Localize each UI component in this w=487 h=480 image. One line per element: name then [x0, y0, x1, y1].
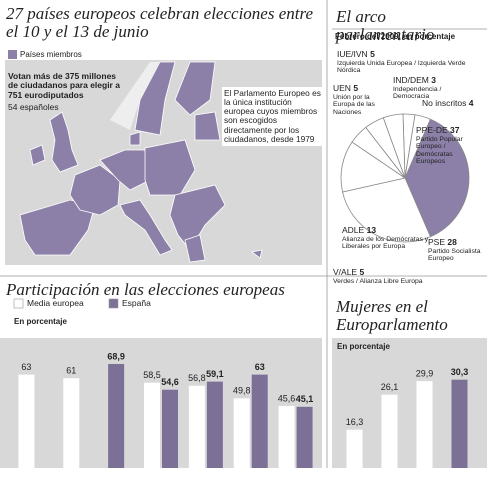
value-label: 29,9 — [416, 368, 434, 378]
pie-slice — [382, 113, 406, 179]
bar — [144, 382, 160, 480]
value-label: 61 — [66, 366, 76, 376]
value-label: 45,6 — [278, 393, 296, 403]
value-label: 54,6 — [161, 377, 179, 387]
pie-slice — [404, 118, 470, 238]
map-title: 27 países europeos celebran elecciones e… — [6, 4, 314, 41]
pie-label: PSE 28 — [428, 237, 457, 247]
chart-title: El arco parlamentario — [336, 7, 435, 44]
bar — [108, 363, 125, 480]
value-label: 58,5 — [143, 370, 161, 380]
bar — [346, 429, 363, 480]
pie-description: Partido Socialista Europeo — [428, 248, 481, 263]
facts: Votan más de 375 millones de ciudadanos … — [8, 71, 120, 100]
pie-slice — [342, 177, 431, 243]
pie-value: 5 — [353, 83, 359, 93]
legend-label: Países miembros — [20, 50, 82, 59]
value-label: 59,1 — [206, 369, 224, 379]
legend-label: España — [122, 298, 151, 308]
map — [19, 61, 263, 263]
bar — [233, 398, 250, 480]
map-country — [29, 144, 46, 166]
bar — [296, 406, 313, 480]
bar — [381, 394, 398, 480]
bar — [278, 405, 295, 480]
pie-value: 5 — [370, 49, 375, 59]
value-label: 63 — [21, 362, 31, 372]
pie-description: Independencia / Democracia — [393, 86, 442, 101]
chart-subtitle: En porcentaje — [337, 342, 390, 351]
pie-description: Unión por la Europa de las Naciones — [333, 94, 375, 116]
map-country — [49, 111, 79, 173]
pie-description: Verdes / Alianza Libre Europa — [333, 278, 423, 285]
map-country — [129, 131, 141, 146]
value-label: 26,1 — [381, 382, 399, 392]
footer-strip — [0, 468, 487, 480]
pie-label: IND/DEM 3 — [393, 75, 436, 85]
value-label: 56,8 — [188, 373, 206, 383]
pie-label: PPE-DE 37 — [416, 125, 460, 135]
pie-description: Partido Popular Europeo / Demócratas Eur… — [416, 136, 463, 166]
chart-title: Participación en las elecciones europeas — [6, 280, 285, 299]
value-label: 68,9 — [107, 351, 125, 361]
map-country — [251, 249, 263, 259]
map-nonmember — [110, 62, 160, 130]
bar — [251, 374, 268, 480]
pie-label: No inscritos 4 — [422, 98, 474, 108]
pie-value: 4 — [468, 98, 474, 108]
bar — [451, 379, 468, 480]
map-country — [69, 164, 121, 216]
bar — [188, 385, 205, 480]
pie-value: 28 — [447, 237, 457, 247]
pie-label: UEN 5 — [333, 83, 359, 93]
pie-label: IUE/IVN 5 — [337, 49, 375, 59]
map-country — [119, 199, 173, 256]
legend-label: Media europea — [27, 298, 84, 308]
pie-value: 37 — [450, 125, 460, 135]
pie-label: V/ALE 5 — [333, 267, 365, 277]
pie-label: ADLE 13 — [342, 225, 377, 235]
facts-sub: 54 españoles — [8, 102, 59, 112]
chart-background — [0, 338, 322, 480]
pie-value: 13 — [366, 225, 377, 235]
legend-swatch — [8, 50, 17, 59]
map-country — [194, 111, 221, 141]
value-label: 63 — [255, 362, 265, 372]
bar — [206, 381, 223, 480]
legend-swatch — [13, 298, 24, 309]
pie-description: Alianza de los Demócratas y Liberales po… — [342, 236, 429, 251]
chart-subtitle: En porcentaje — [14, 317, 67, 326]
chart-title: Mujeres en el Europarlamento — [336, 297, 448, 334]
pie-value: 3 — [431, 75, 436, 85]
map-country — [174, 61, 216, 116]
legend-swatch — [108, 298, 119, 309]
bar — [162, 389, 178, 480]
value-label: 30,3 — [451, 367, 469, 377]
value-label: 49,8 — [233, 386, 251, 396]
bar — [18, 374, 35, 480]
callout: El Parlamento Europeo es la única instit… — [222, 87, 324, 146]
pie-description: Izquierda Unida Europea / Izquierda Verd… — [337, 60, 466, 75]
bar — [63, 378, 80, 480]
value-label: 45,1 — [296, 394, 314, 404]
map-country — [184, 234, 206, 263]
bar — [416, 381, 433, 480]
chart-subtitle: Febrero del 2009, en porcentaje — [335, 32, 456, 41]
pie-value: 5 — [359, 267, 365, 277]
value-label: 16,3 — [346, 417, 364, 427]
